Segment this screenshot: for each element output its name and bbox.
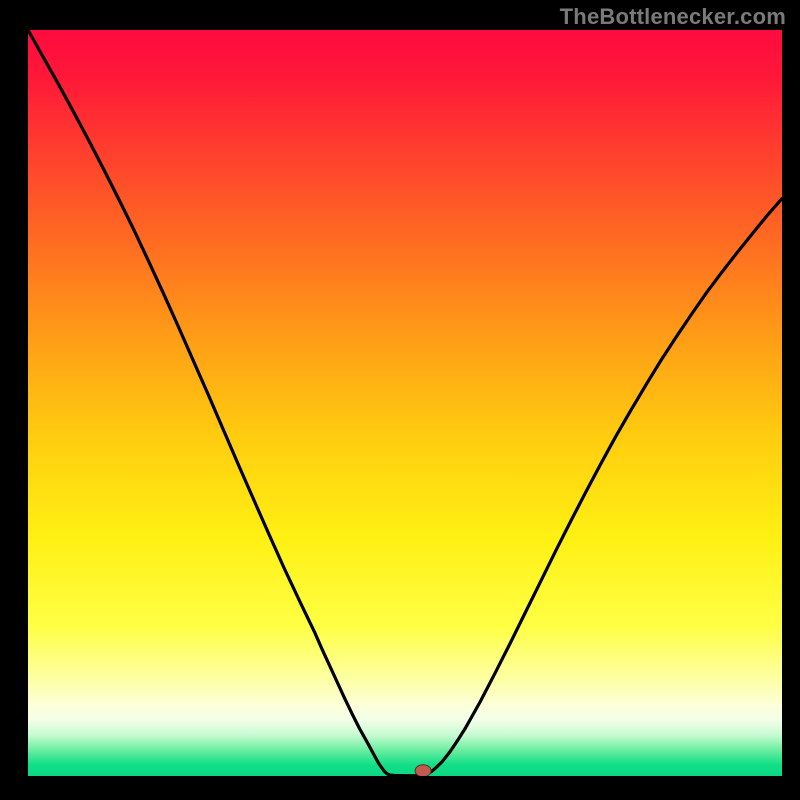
watermark-text: TheBottlenecker.com: [560, 4, 786, 30]
plot-area: [28, 30, 782, 776]
optimum-marker: [415, 765, 431, 776]
chart-container: TheBottlenecker.com: [0, 0, 800, 800]
plot-svg: [28, 30, 782, 776]
bottleneck-curve: [28, 30, 782, 776]
